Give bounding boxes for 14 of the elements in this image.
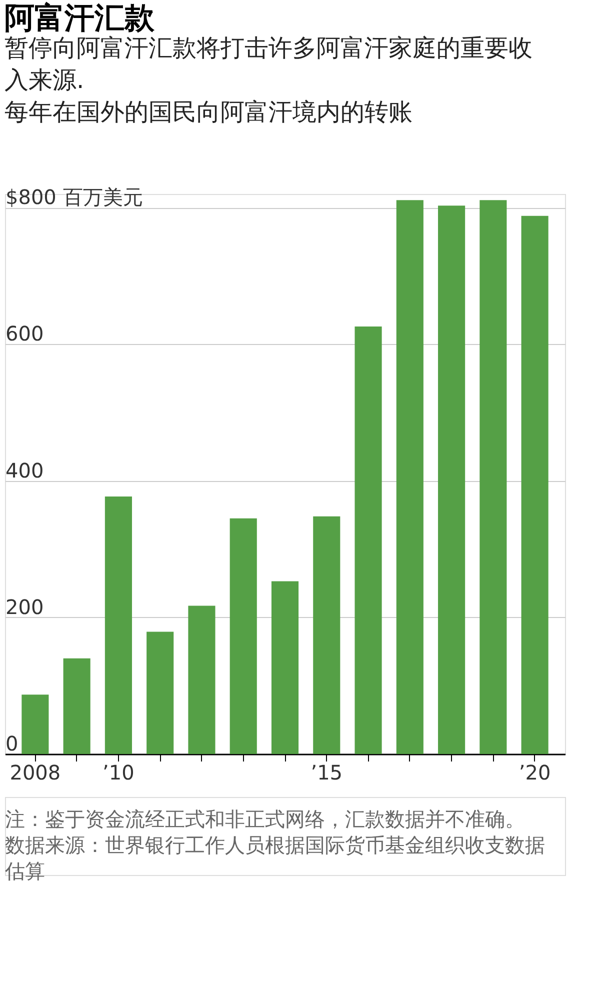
y-tick-label: 600 [6,322,44,346]
chart-subtitle: 暂停向阿富汗汇款将打击许多阿富汗家庭的重要收入来源. [4,34,532,94]
y-tick-label: 200 [6,594,44,619]
y-tick-label: 0 [6,732,18,756]
y-axis-title: 每年在国外的国民向阿富汗境内的转账 [4,98,412,126]
x-tick-label: ’15 [310,760,343,784]
y-tick-label: $800 百万美元 [6,185,143,210]
chart-title: 阿富汗汇款 [4,1,156,36]
x-tick-label: 2008 [10,760,61,784]
x-tick-label: ’10 [102,760,134,784]
y-tick-label: 400 [6,458,44,482]
source-note: 数据来源：世界银行工作人员根据国际货币基金组织收支数据估算 [4,833,545,883]
text: 注：鉴于资金流经正式和非正式网络，汇款数据并不准确。 [5,807,525,831]
x-tick-label: ’20 [518,760,551,784]
